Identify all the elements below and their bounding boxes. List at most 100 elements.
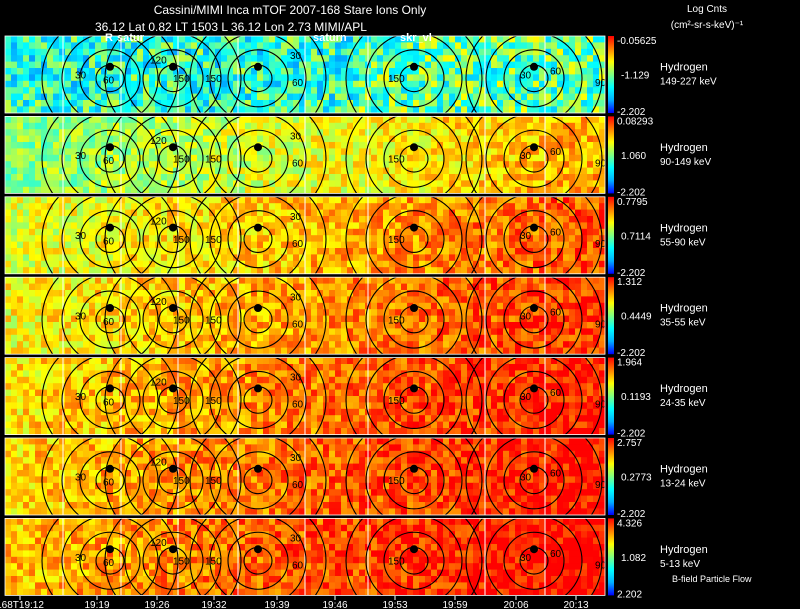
heatmap-cell [83,87,90,94]
heatmap-cell [473,80,480,88]
heatmap-cell [11,196,18,204]
heatmap-cell [587,302,594,310]
heatmap-cell [191,302,198,310]
heatmap-cell [17,122,24,130]
heatmap-cell [149,48,156,56]
heatmap-cell [29,129,36,136]
heatmap-cell [131,167,138,175]
heatmap-cell [59,196,66,204]
heatmap-cell [389,267,396,274]
heatmap-cell [149,129,156,136]
heatmap-cell [5,174,12,181]
heatmap-cell [353,315,360,323]
heatmap-cell [449,61,456,69]
heatmap-cell [251,154,258,162]
heatmap-cell [599,277,605,284]
heatmap-cell [263,222,270,230]
heatmap-cell [389,48,396,56]
heatmap-cell [587,290,594,297]
heatmap-cell [125,106,132,113]
heatmap-cell [299,309,306,316]
heatmap-cell [353,241,360,249]
heatmap-cell [215,241,222,249]
heatmap-cell [155,36,162,43]
heatmap-cell [233,347,240,355]
heatmap-cell [551,186,558,194]
heatmap-cell [239,87,246,94]
heatmap-cell [179,180,186,188]
heatmap-cell [89,235,96,242]
heatmap-cell [119,93,126,101]
heatmap-cell [5,142,12,149]
heatmap-cell [77,222,84,230]
heatmap-cell [317,277,324,284]
heatmap-cell [527,235,534,242]
heatmap-cell [461,309,468,316]
heatmap-cell [419,283,426,291]
heatmap-cell [479,222,486,230]
heatmap-cell [5,48,12,56]
planet-marker [254,62,262,71]
heatmap-cell [143,161,150,168]
heatmap-cell [311,254,318,262]
heatmap-cell [557,55,564,62]
heatmap-cell [575,309,582,316]
heatmap-cell [383,315,390,323]
heatmap-cell [569,93,576,101]
heatmap-cell [281,283,288,291]
heatmap-cell [305,334,312,342]
heatmap-cell [587,154,594,162]
heatmap-cell [23,100,30,107]
heatmap-cell [287,74,294,82]
heatmap-cell [221,48,228,56]
heatmap-cell [413,100,420,107]
heatmap-cell [281,347,288,355]
heatmap-cell [179,203,186,210]
heatmap-cell [581,341,588,348]
contour-ring [227,49,289,108]
heatmap-cell [581,228,588,236]
heatmap-cell [53,80,60,88]
heatmap-cell [113,80,120,88]
heatmap-cell [587,87,594,94]
heatmap-cell [299,347,306,355]
heatmap-cell [521,100,528,107]
heatmap-cell [389,42,396,50]
heatmap-cell [95,42,102,50]
heatmap-cell [89,277,96,284]
heatmap-cell [125,235,132,242]
heatmap-cell [281,180,288,188]
heatmap-cell [479,129,486,136]
heatmap-cell [383,235,390,242]
heatmap-cell [563,267,570,274]
heatmap-cell [521,248,528,255]
heatmap-cell [533,254,540,262]
heatmap-cell [305,254,312,262]
heatmap-cell [413,48,420,56]
heatmap-cell [383,100,390,107]
heatmap-cell [125,148,132,156]
heatmap-cell [491,87,498,94]
heatmap-cell [269,135,276,143]
heatmap-cell [509,180,516,188]
heatmap-cell [233,148,240,156]
heatmap-cell [497,154,504,162]
heatmap-cell [35,315,42,323]
heatmap-cell [227,61,234,69]
heatmap-cell [413,296,420,304]
contour-label: 30 [520,70,532,81]
heatmap-cell [359,55,366,62]
heatmap-cell [89,167,96,175]
heatmap-cell [473,148,480,156]
heatmap-cell [125,93,132,101]
heatmap-cell [161,80,168,88]
heatmap-cell [89,180,96,188]
heatmap-cell [599,135,605,143]
heatmap-cell [587,216,594,223]
heatmap-cell [47,277,54,284]
heatmap-cell [347,209,354,217]
heatmap-cell [461,235,468,242]
heatmap-cell [587,161,594,168]
heatmap-cell [143,196,150,204]
heatmap-cell [131,315,138,323]
